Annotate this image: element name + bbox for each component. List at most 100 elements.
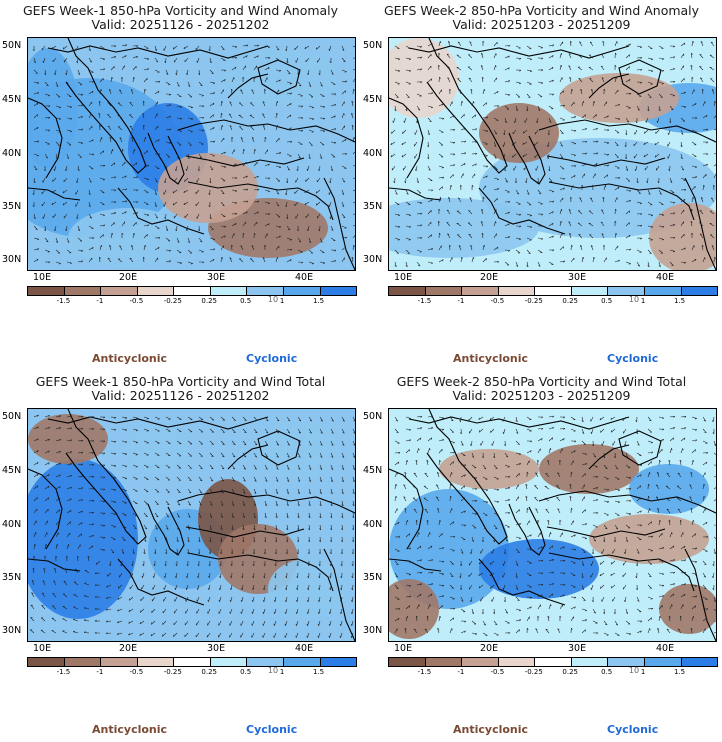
coastline — [257, 59, 301, 95]
colorbar-tick-label: -1.5 — [56, 668, 71, 676]
colorbar — [388, 286, 718, 296]
colorbar-tick-label: -0.5 — [129, 297, 144, 305]
colorbar-scale-note: 10 — [628, 666, 640, 675]
lat-label: 30N — [2, 254, 22, 265]
wind-vectors — [30, 414, 355, 638]
colorbar-swatch — [425, 287, 463, 295]
colorbar-swatch — [571, 287, 609, 295]
lon-label: 40E — [295, 272, 314, 283]
coastline — [508, 132, 546, 185]
lon-label: 20E — [480, 272, 499, 283]
colorbar-swatch — [425, 658, 463, 666]
lat-label: 30N — [363, 625, 383, 636]
lat-label: 40N — [363, 148, 383, 159]
coastline — [588, 444, 630, 470]
coastline — [389, 558, 442, 572]
vorticity-map — [388, 37, 717, 271]
colorbar-tick-label: -0.5 — [129, 668, 144, 676]
panel-title: GEFS Week-1 850-hPa Vorticity and Wind A… — [22, 3, 339, 18]
colorbar-tick-label: -0.5 — [490, 297, 505, 305]
panel-title: GEFS Week-2 850-hPa Vorticity and Wind T… — [396, 374, 687, 389]
anticyclonic-label: Anticyclonic — [92, 723, 168, 736]
anticyclonic-label: Anticyclonic — [92, 352, 168, 365]
coastline — [323, 548, 355, 641]
lon-label: 30E — [207, 272, 226, 283]
vorticity-region — [559, 73, 679, 123]
colorbar-swatch — [644, 287, 682, 295]
coastline — [548, 181, 695, 221]
colorbar-tick-label: 0.5 — [601, 668, 613, 676]
coastline — [546, 155, 666, 167]
vorticity-map — [27, 37, 356, 271]
lon-label: 40E — [656, 272, 675, 283]
vorticity-field — [389, 409, 716, 641]
lat-label: 50N — [2, 40, 22, 51]
vorticity-region — [28, 48, 78, 168]
colorbar-tick-label: 0.5 — [240, 668, 252, 676]
wind-vectors — [394, 415, 716, 636]
panel-valid-dates: Valid: 20251203 - 20251209 — [452, 388, 631, 403]
colorbar-tick-label: -0.25 — [524, 297, 543, 305]
lon-label: 20E — [480, 643, 499, 654]
colorbar-swatch — [137, 287, 175, 295]
colorbar-tick-label: -1 — [96, 668, 104, 676]
lat-label: 35N — [363, 572, 383, 583]
lat-label: 45N — [2, 465, 22, 476]
colorbar-tick-label: 1.5 — [673, 668, 686, 676]
coastline — [478, 187, 566, 235]
vorticity-field — [389, 38, 716, 270]
cyclonic-label: Cyclonic — [246, 352, 298, 365]
lat-label: 30N — [2, 625, 22, 636]
coastline — [538, 119, 716, 143]
coastline — [618, 59, 662, 95]
colorbar-swatch — [608, 658, 645, 666]
colorbar-swatch — [608, 287, 645, 295]
vorticity-region — [68, 208, 188, 268]
colorbar-swatch — [535, 658, 572, 666]
colorbar-tick-label: 1 — [279, 668, 285, 676]
colorbar-swatch — [247, 287, 284, 295]
wind-vectors — [32, 44, 355, 265]
colorbar-swatch — [101, 658, 138, 666]
lon-label: 10E — [33, 272, 52, 283]
coastline — [47, 45, 269, 59]
vorticity-region — [28, 459, 138, 619]
colorbar-swatch — [174, 287, 211, 295]
colorbar-swatch — [681, 287, 718, 295]
colorbar-swatch — [320, 287, 357, 295]
lat-label: 40N — [363, 519, 383, 530]
coastline — [684, 548, 716, 641]
coastline — [177, 119, 355, 143]
colorbar-swatch — [28, 287, 65, 295]
colorbar — [27, 657, 357, 667]
panel-valid-dates: Valid: 20251203 - 20251209 — [452, 17, 631, 32]
colorbar-swatch — [283, 658, 321, 666]
coastline — [65, 38, 147, 174]
coastline — [187, 181, 334, 221]
coastline — [408, 416, 630, 430]
coastline — [538, 490, 716, 514]
colorbar-tick-label: -0.25 — [524, 668, 543, 676]
colorbar-swatch — [644, 658, 682, 666]
vorticity-region — [218, 48, 338, 108]
colorbar-swatch — [535, 287, 572, 295]
coastline — [177, 490, 355, 514]
vorticity-region — [439, 449, 539, 489]
anticyclonic-label: Anticyclonic — [453, 352, 529, 365]
anticyclonic-label: Anticyclonic — [453, 723, 529, 736]
coastline — [618, 430, 662, 466]
vorticity-region — [128, 424, 188, 474]
colorbar-swatch — [64, 287, 102, 295]
colorbar-tick-label: 0.25 — [562, 297, 579, 305]
lon-label: 10E — [394, 643, 413, 654]
colorbar-swatch — [64, 658, 102, 666]
colorbar-tick-label: -0.25 — [163, 297, 182, 305]
panel-valid-dates: Valid: 20251126 - 20251202 — [91, 17, 270, 32]
coastline — [147, 132, 185, 185]
lon-label: 30E — [207, 643, 226, 654]
colorbar-tick-label: -1.5 — [417, 297, 432, 305]
coastline — [546, 526, 666, 538]
map-panel-week1-anomaly: GEFS Week-1 850-hPa Vorticity and Wind A… — [0, 0, 361, 371]
colorbar-tick-label: -1.5 — [56, 297, 71, 305]
colorbar-scale-note: 10 — [267, 666, 279, 675]
